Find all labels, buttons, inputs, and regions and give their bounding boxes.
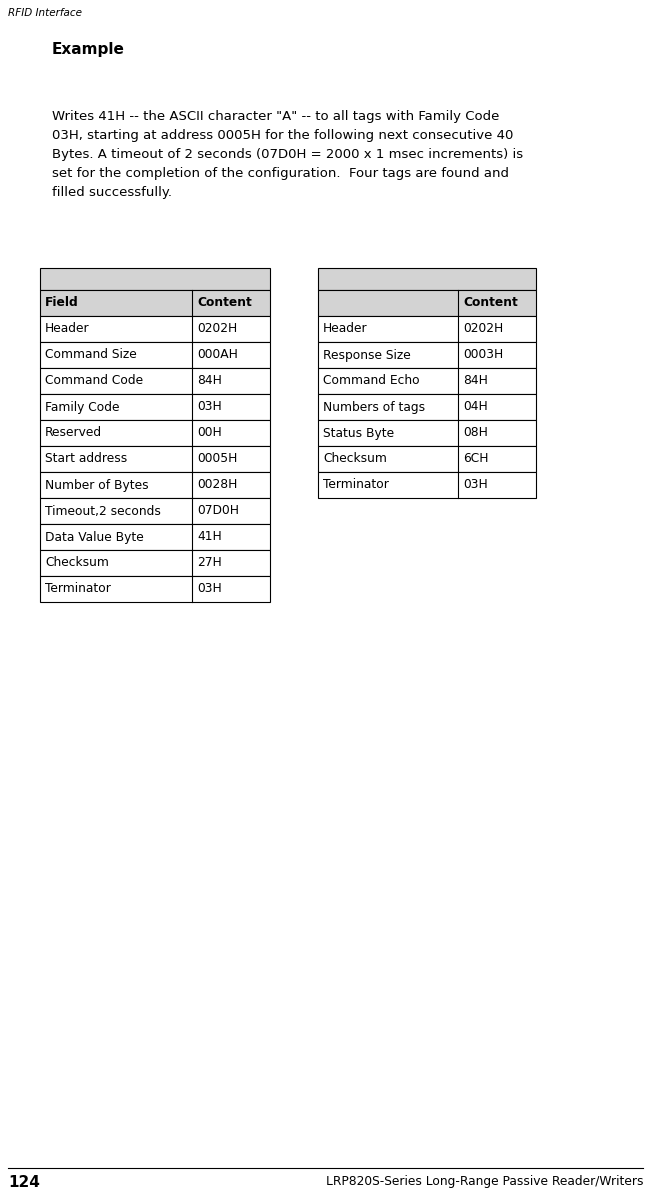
Text: 000AH: 000AH — [197, 349, 238, 362]
Text: Timeout,2 seconds: Timeout,2 seconds — [45, 505, 161, 518]
Bar — [40, 550, 270, 576]
Text: Field: Field — [45, 296, 79, 309]
Bar — [318, 368, 536, 394]
Text: 124: 124 — [8, 1175, 40, 1189]
Text: 03H, starting at address 0005H for the following next consecutive 40: 03H, starting at address 0005H for the f… — [52, 129, 514, 141]
Text: Number of Bytes: Number of Bytes — [45, 478, 148, 492]
Bar — [40, 368, 270, 394]
Bar — [40, 342, 270, 368]
Text: Family Code: Family Code — [45, 400, 120, 414]
Text: Response Size: Response Size — [323, 349, 411, 362]
Text: Checksum: Checksum — [45, 556, 109, 570]
Text: Example: Example — [52, 42, 125, 58]
Bar — [318, 420, 536, 446]
Bar — [40, 472, 270, 498]
Text: LRP820S-Series Long-Range Passive Reader/Writers: LRP820S-Series Long-Range Passive Reader… — [326, 1175, 643, 1188]
Text: Start address: Start address — [45, 452, 127, 465]
Text: Writes 41H -- the ASCII character "A" -- to all tags with Family Code: Writes 41H -- the ASCII character "A" --… — [52, 110, 499, 123]
Text: 08H: 08H — [463, 427, 488, 440]
Text: 03H: 03H — [197, 400, 222, 414]
Text: Header: Header — [45, 323, 90, 336]
Text: Reserved: Reserved — [45, 427, 102, 440]
Text: Bytes. A timeout of 2 seconds (07D0H = 2000 x 1 msec increments) is: Bytes. A timeout of 2 seconds (07D0H = 2… — [52, 147, 523, 161]
Text: 84H: 84H — [463, 374, 488, 387]
Text: RFID Interface: RFID Interface — [8, 8, 82, 18]
Bar — [40, 420, 270, 446]
Bar — [318, 446, 536, 472]
Text: 84H: 84H — [197, 374, 222, 387]
Text: Data Value Byte: Data Value Byte — [45, 530, 144, 543]
Text: 00H: 00H — [197, 427, 222, 440]
Text: 0202H: 0202H — [463, 323, 503, 336]
Text: Content: Content — [463, 296, 518, 309]
Text: Command Code: Command Code — [45, 374, 143, 387]
Text: filled successfully.: filled successfully. — [52, 186, 172, 199]
Text: Terminator: Terminator — [45, 583, 111, 596]
Bar — [318, 472, 536, 498]
Bar — [40, 446, 270, 472]
Text: 0202H: 0202H — [197, 323, 237, 336]
Text: 04H: 04H — [463, 400, 488, 414]
Text: set for the completion of the configuration.  Four tags are found and: set for the completion of the configurat… — [52, 167, 509, 180]
Text: Header: Header — [323, 323, 368, 336]
Bar — [40, 394, 270, 420]
Bar — [40, 290, 270, 317]
Text: 0003H: 0003H — [463, 349, 503, 362]
Text: 03H: 03H — [463, 478, 488, 492]
Text: 0005H: 0005H — [197, 452, 238, 465]
Text: Terminator: Terminator — [323, 478, 389, 492]
Bar — [318, 342, 536, 368]
Text: Command Echo: Command Echo — [323, 374, 420, 387]
Bar — [318, 269, 536, 290]
Bar — [40, 524, 270, 550]
Text: Checksum: Checksum — [323, 452, 387, 465]
Bar — [318, 290, 536, 317]
Bar — [40, 317, 270, 342]
Text: 0028H: 0028H — [197, 478, 238, 492]
Text: 6CH: 6CH — [463, 452, 488, 465]
Bar — [40, 269, 270, 290]
Bar — [40, 576, 270, 602]
Text: 03H: 03H — [197, 583, 222, 596]
Text: 41H: 41H — [197, 530, 222, 543]
Text: Content: Content — [197, 296, 252, 309]
Text: Status Byte: Status Byte — [323, 427, 394, 440]
Text: 27H: 27H — [197, 556, 222, 570]
Bar — [40, 498, 270, 524]
Text: 07D0H: 07D0H — [197, 505, 239, 518]
Bar — [318, 317, 536, 342]
Text: Numbers of tags: Numbers of tags — [323, 400, 425, 414]
Bar — [318, 394, 536, 420]
Text: Command Size: Command Size — [45, 349, 137, 362]
